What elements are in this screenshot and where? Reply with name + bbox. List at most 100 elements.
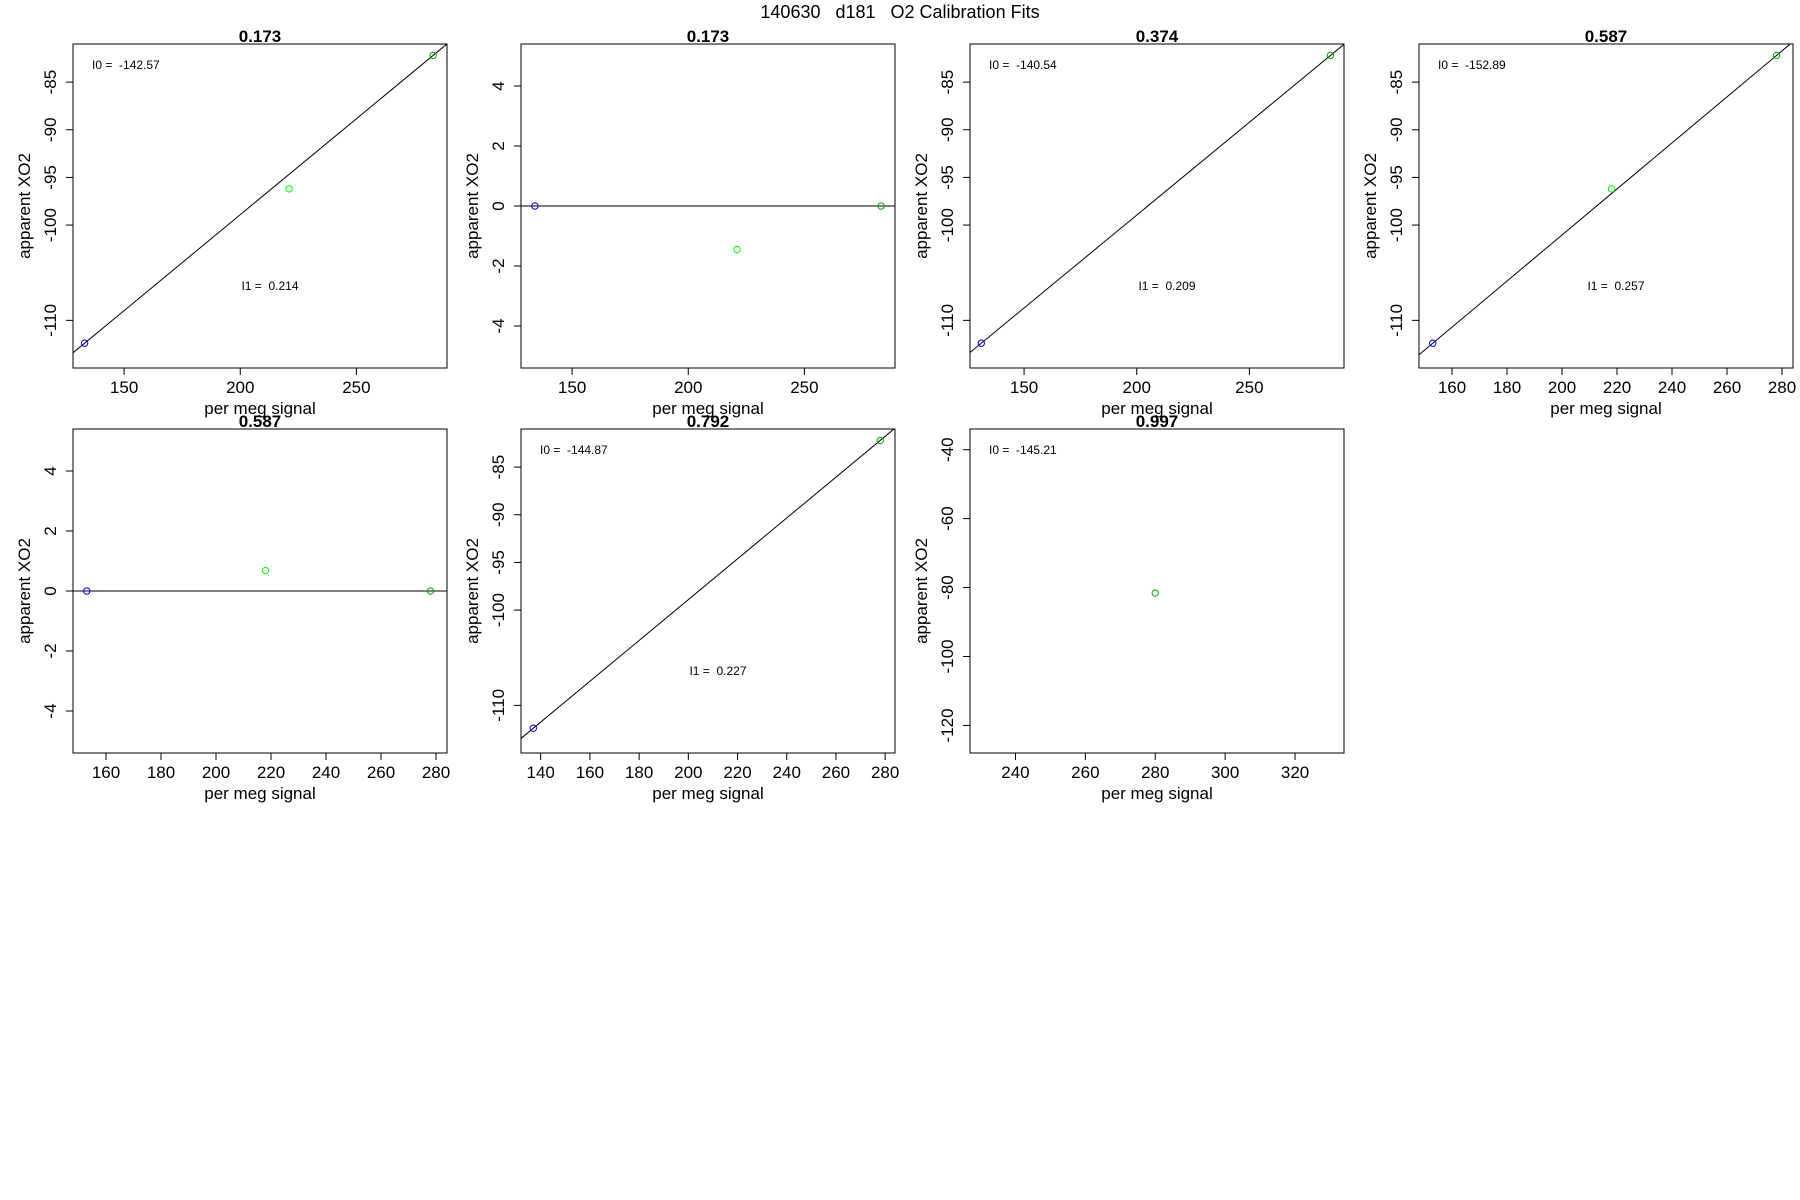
plot-frame (969, 43, 1345, 369)
y-axis-label: apparent XO2 (15, 153, 34, 259)
x-tick-label: 240 (312, 763, 340, 782)
chart-panel: 0.792 per meg signal apparent XO2 140 160 180… (463, 412, 899, 803)
y-tick-label: 4 (489, 81, 508, 90)
data-point-dark-green (877, 202, 885, 210)
data-point-dark-green (876, 436, 884, 445)
y-tick-label: 2 (41, 526, 60, 535)
y-tick-label: -90 (489, 502, 508, 527)
fit-line (73, 44, 447, 354)
fit-annotation: I0 = -152.89 (1438, 58, 1506, 72)
data-point-dark-green (1772, 51, 1781, 60)
x-tick-label: 260 (1071, 763, 1099, 782)
x-tick-label: 200 (674, 763, 702, 782)
y-tick-label: -95 (41, 165, 60, 190)
x-axis-label: per meg signal (204, 399, 316, 418)
data-point-blue (80, 339, 89, 347)
fit-annotation: I0 = -142.57 (92, 58, 160, 72)
fit-annotation: I1 = 0.209 (1138, 279, 1195, 293)
x-tick-label: 320 (1281, 763, 1309, 782)
x-axis-label: per meg signal (204, 784, 316, 803)
y-tick-label: -110 (938, 304, 957, 337)
x-tick-label: 200 (674, 378, 702, 397)
fit-annotation: I1 = 0.257 (1587, 279, 1644, 293)
data-point-light-green (261, 566, 270, 575)
y-tick-label: -85 (41, 70, 60, 95)
y-tick-label: -4 (41, 703, 60, 718)
y-tick-label: -100 (1387, 208, 1406, 242)
page-title: 140630 d181 O2 Calibration Fits (760, 2, 1040, 22)
plot-frame (969, 428, 1345, 754)
data-point-light-green (285, 185, 293, 193)
x-tick-label: 200 (226, 378, 254, 397)
x-tick-label: 260 (367, 763, 395, 782)
chart-panel: 0.173 per meg signal apparent XO2 150 200 250… (463, 27, 896, 418)
fit-annotation: I1 = 0.214 (241, 279, 298, 293)
chart-panel: 0.997 per meg signal apparent XO2 240 260 280… (912, 412, 1345, 803)
chart-panel: 0.587 per meg signal apparent XO2 160 180 200… (1361, 27, 1796, 418)
y-tick-label: -60 (938, 506, 957, 531)
x-tick-label: 180 (147, 763, 175, 782)
x-tick-label: 250 (790, 378, 818, 397)
data-point-light-green (1607, 185, 1616, 193)
y-axis-label: apparent XO2 (463, 153, 482, 259)
x-tick-label: 240 (1658, 378, 1686, 397)
data-point-light-green (733, 245, 741, 254)
chart-title: 0.374 (1136, 27, 1179, 46)
x-axis-label: per meg signal (1550, 399, 1662, 418)
fit-line (970, 44, 1344, 353)
x-tick-label: 160 (576, 763, 604, 782)
y-tick-label: -120 (938, 708, 957, 742)
fit-line (521, 429, 895, 739)
plot-frame (520, 428, 896, 754)
y-tick-label: 4 (41, 466, 60, 475)
chart-title: 0.587 (1585, 27, 1628, 46)
y-tick-label: -110 (489, 689, 508, 722)
x-tick-label: 150 (110, 378, 138, 397)
data-point-blue (531, 202, 539, 210)
fit-annotation: I1 = 0.227 (689, 664, 746, 678)
y-tick-label: 0 (41, 586, 60, 595)
x-tick-label: 160 (1438, 378, 1466, 397)
x-tick-label: 280 (1768, 378, 1796, 397)
chart-panel: 0.587 per meg signal apparent XO2 160 180 200… (15, 412, 450, 803)
x-tick-label: 300 (1211, 763, 1239, 782)
x-tick-label: 240 (1001, 763, 1029, 782)
chart-title: 0.997 (1136, 412, 1179, 431)
x-tick-label: 260 (1713, 378, 1741, 397)
y-tick-label: -95 (938, 165, 957, 190)
y-tick-label: -85 (489, 455, 508, 480)
x-tick-label: 200 (1548, 378, 1576, 397)
fit-annotation: I0 = -145.21 (989, 443, 1057, 457)
data-point-dark-green (1326, 51, 1335, 60)
chart-panel: 0.374 per meg signal apparent XO2 150 200 250… (912, 27, 1345, 418)
y-axis-label: apparent XO2 (463, 538, 482, 644)
x-tick-label: 180 (1493, 378, 1521, 397)
x-tick-label: 200 (202, 763, 230, 782)
x-tick-label: 280 (1141, 763, 1169, 782)
x-tick-label: 240 (773, 763, 801, 782)
y-tick-label: -95 (1387, 165, 1406, 190)
y-tick-label: -100 (938, 208, 957, 242)
x-tick-label: 220 (723, 763, 751, 782)
x-tick-label: 200 (1123, 378, 1151, 397)
fit-annotation: I0 = -144.87 (540, 443, 608, 457)
x-tick-label: 220 (257, 763, 285, 782)
x-axis-label: per meg signal (1101, 784, 1213, 803)
y-tick-label: -80 (938, 575, 957, 600)
plot-frame (1418, 43, 1794, 369)
x-tick-label: 220 (1603, 378, 1631, 397)
data-point-blue (977, 339, 985, 347)
chart-title: 0.587 (239, 412, 282, 431)
x-tick-label: 280 (422, 763, 450, 782)
y-axis-label: apparent XO2 (15, 538, 34, 644)
x-tick-label: 150 (1010, 378, 1038, 397)
x-axis-label: per meg signal (1101, 399, 1213, 418)
chart-panel: 0.173 per meg signal apparent XO2 150 200 250… (15, 27, 448, 418)
fit-annotation: I0 = -140.54 (989, 58, 1057, 72)
x-tick-label: 180 (625, 763, 653, 782)
y-tick-label: -85 (938, 70, 957, 95)
y-axis-label: apparent XO2 (912, 153, 931, 259)
y-tick-label: -40 (938, 437, 957, 462)
y-tick-label: -90 (938, 117, 957, 142)
